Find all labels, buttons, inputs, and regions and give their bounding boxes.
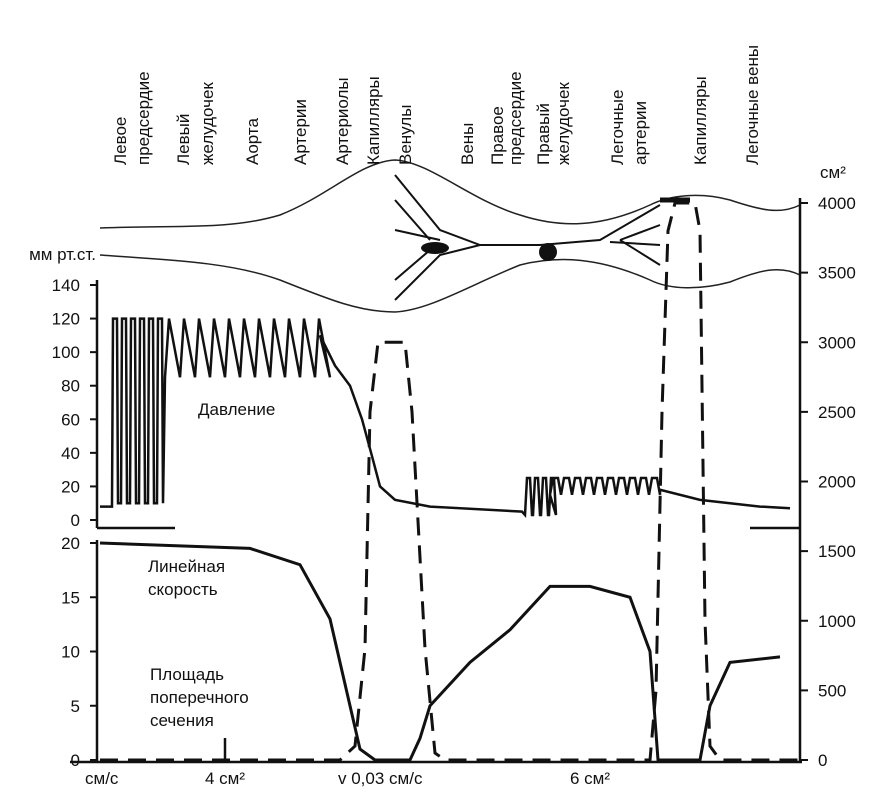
area-label: поперечного bbox=[150, 688, 249, 707]
vessel-blob bbox=[421, 242, 449, 254]
bottom-label: v 0,03 см/с bbox=[338, 769, 423, 788]
tick-label: 2500 bbox=[818, 403, 856, 422]
tick-label: 10 bbox=[61, 643, 80, 662]
tick-label: 100 bbox=[52, 343, 80, 362]
vessel-label: Капилляры bbox=[691, 76, 710, 165]
tick-label: 0 bbox=[71, 511, 80, 530]
tick-label: 40 bbox=[61, 444, 80, 463]
pressure-unit: мм рт.ст. bbox=[29, 245, 96, 264]
velocity-label: Линейная bbox=[148, 557, 225, 576]
vessel-label: Аорта bbox=[243, 118, 262, 165]
vessel-label: Левое bbox=[111, 117, 130, 165]
bottom-label: см/с bbox=[85, 769, 119, 788]
tick-label: 3500 bbox=[818, 264, 856, 283]
vessel-label: Артерии bbox=[291, 99, 310, 165]
bottom-label: 6 см² bbox=[570, 769, 610, 788]
vessel-label: артерии bbox=[631, 101, 650, 165]
tick-label: 140 bbox=[52, 276, 80, 295]
velocity-label: скорость bbox=[148, 580, 218, 599]
vessel-label: Левый bbox=[174, 114, 193, 165]
pressure-label: Давление bbox=[198, 400, 275, 419]
tick-label: 1000 bbox=[818, 612, 856, 631]
tick-label: 2000 bbox=[818, 473, 856, 492]
vessel-label: Правое bbox=[488, 106, 507, 165]
tick-label: 20 bbox=[61, 534, 80, 553]
tick-label: 120 bbox=[52, 310, 80, 329]
diagram: мм рт.ст. см² Давление Линейная скорость… bbox=[0, 0, 880, 792]
vessel-label: Венулы bbox=[396, 105, 415, 165]
area-label: Площадь bbox=[150, 665, 224, 684]
vessel-label: Артериолы bbox=[333, 77, 352, 165]
vessel-label: желудочек bbox=[198, 82, 217, 165]
vessel-label: желудочек bbox=[554, 82, 573, 165]
tick-label: 4000 bbox=[818, 194, 856, 213]
vessel-label: Правый bbox=[534, 103, 553, 165]
vessel-blob bbox=[539, 243, 557, 261]
vessel-label: предсердие bbox=[506, 71, 525, 165]
vessel-label: Вены bbox=[458, 123, 477, 165]
vessel-label: предсердие bbox=[134, 71, 153, 165]
tick-label: 15 bbox=[61, 588, 80, 607]
tick-label: 3000 bbox=[818, 333, 856, 352]
tick-label: 0 bbox=[818, 751, 827, 770]
tick-label: 500 bbox=[818, 681, 846, 700]
area-unit: см² bbox=[820, 163, 846, 182]
tick-label: 20 bbox=[61, 477, 80, 496]
vessel-label: Легочные bbox=[608, 90, 627, 165]
tick-label: 1500 bbox=[818, 542, 856, 561]
vessel-tree bbox=[395, 175, 690, 300]
bottom-label: 4 см² bbox=[205, 769, 245, 788]
vessel-label: Капилляры bbox=[364, 76, 383, 165]
area-label: сечения bbox=[150, 711, 214, 730]
tick-label: 80 bbox=[61, 377, 80, 396]
tick-label: 5 bbox=[71, 697, 80, 716]
vessel-outline bbox=[100, 160, 800, 312]
vessel-label: Легочные вены bbox=[743, 45, 762, 165]
tick-label: 0 bbox=[71, 751, 80, 770]
tick-label: 60 bbox=[61, 410, 80, 429]
